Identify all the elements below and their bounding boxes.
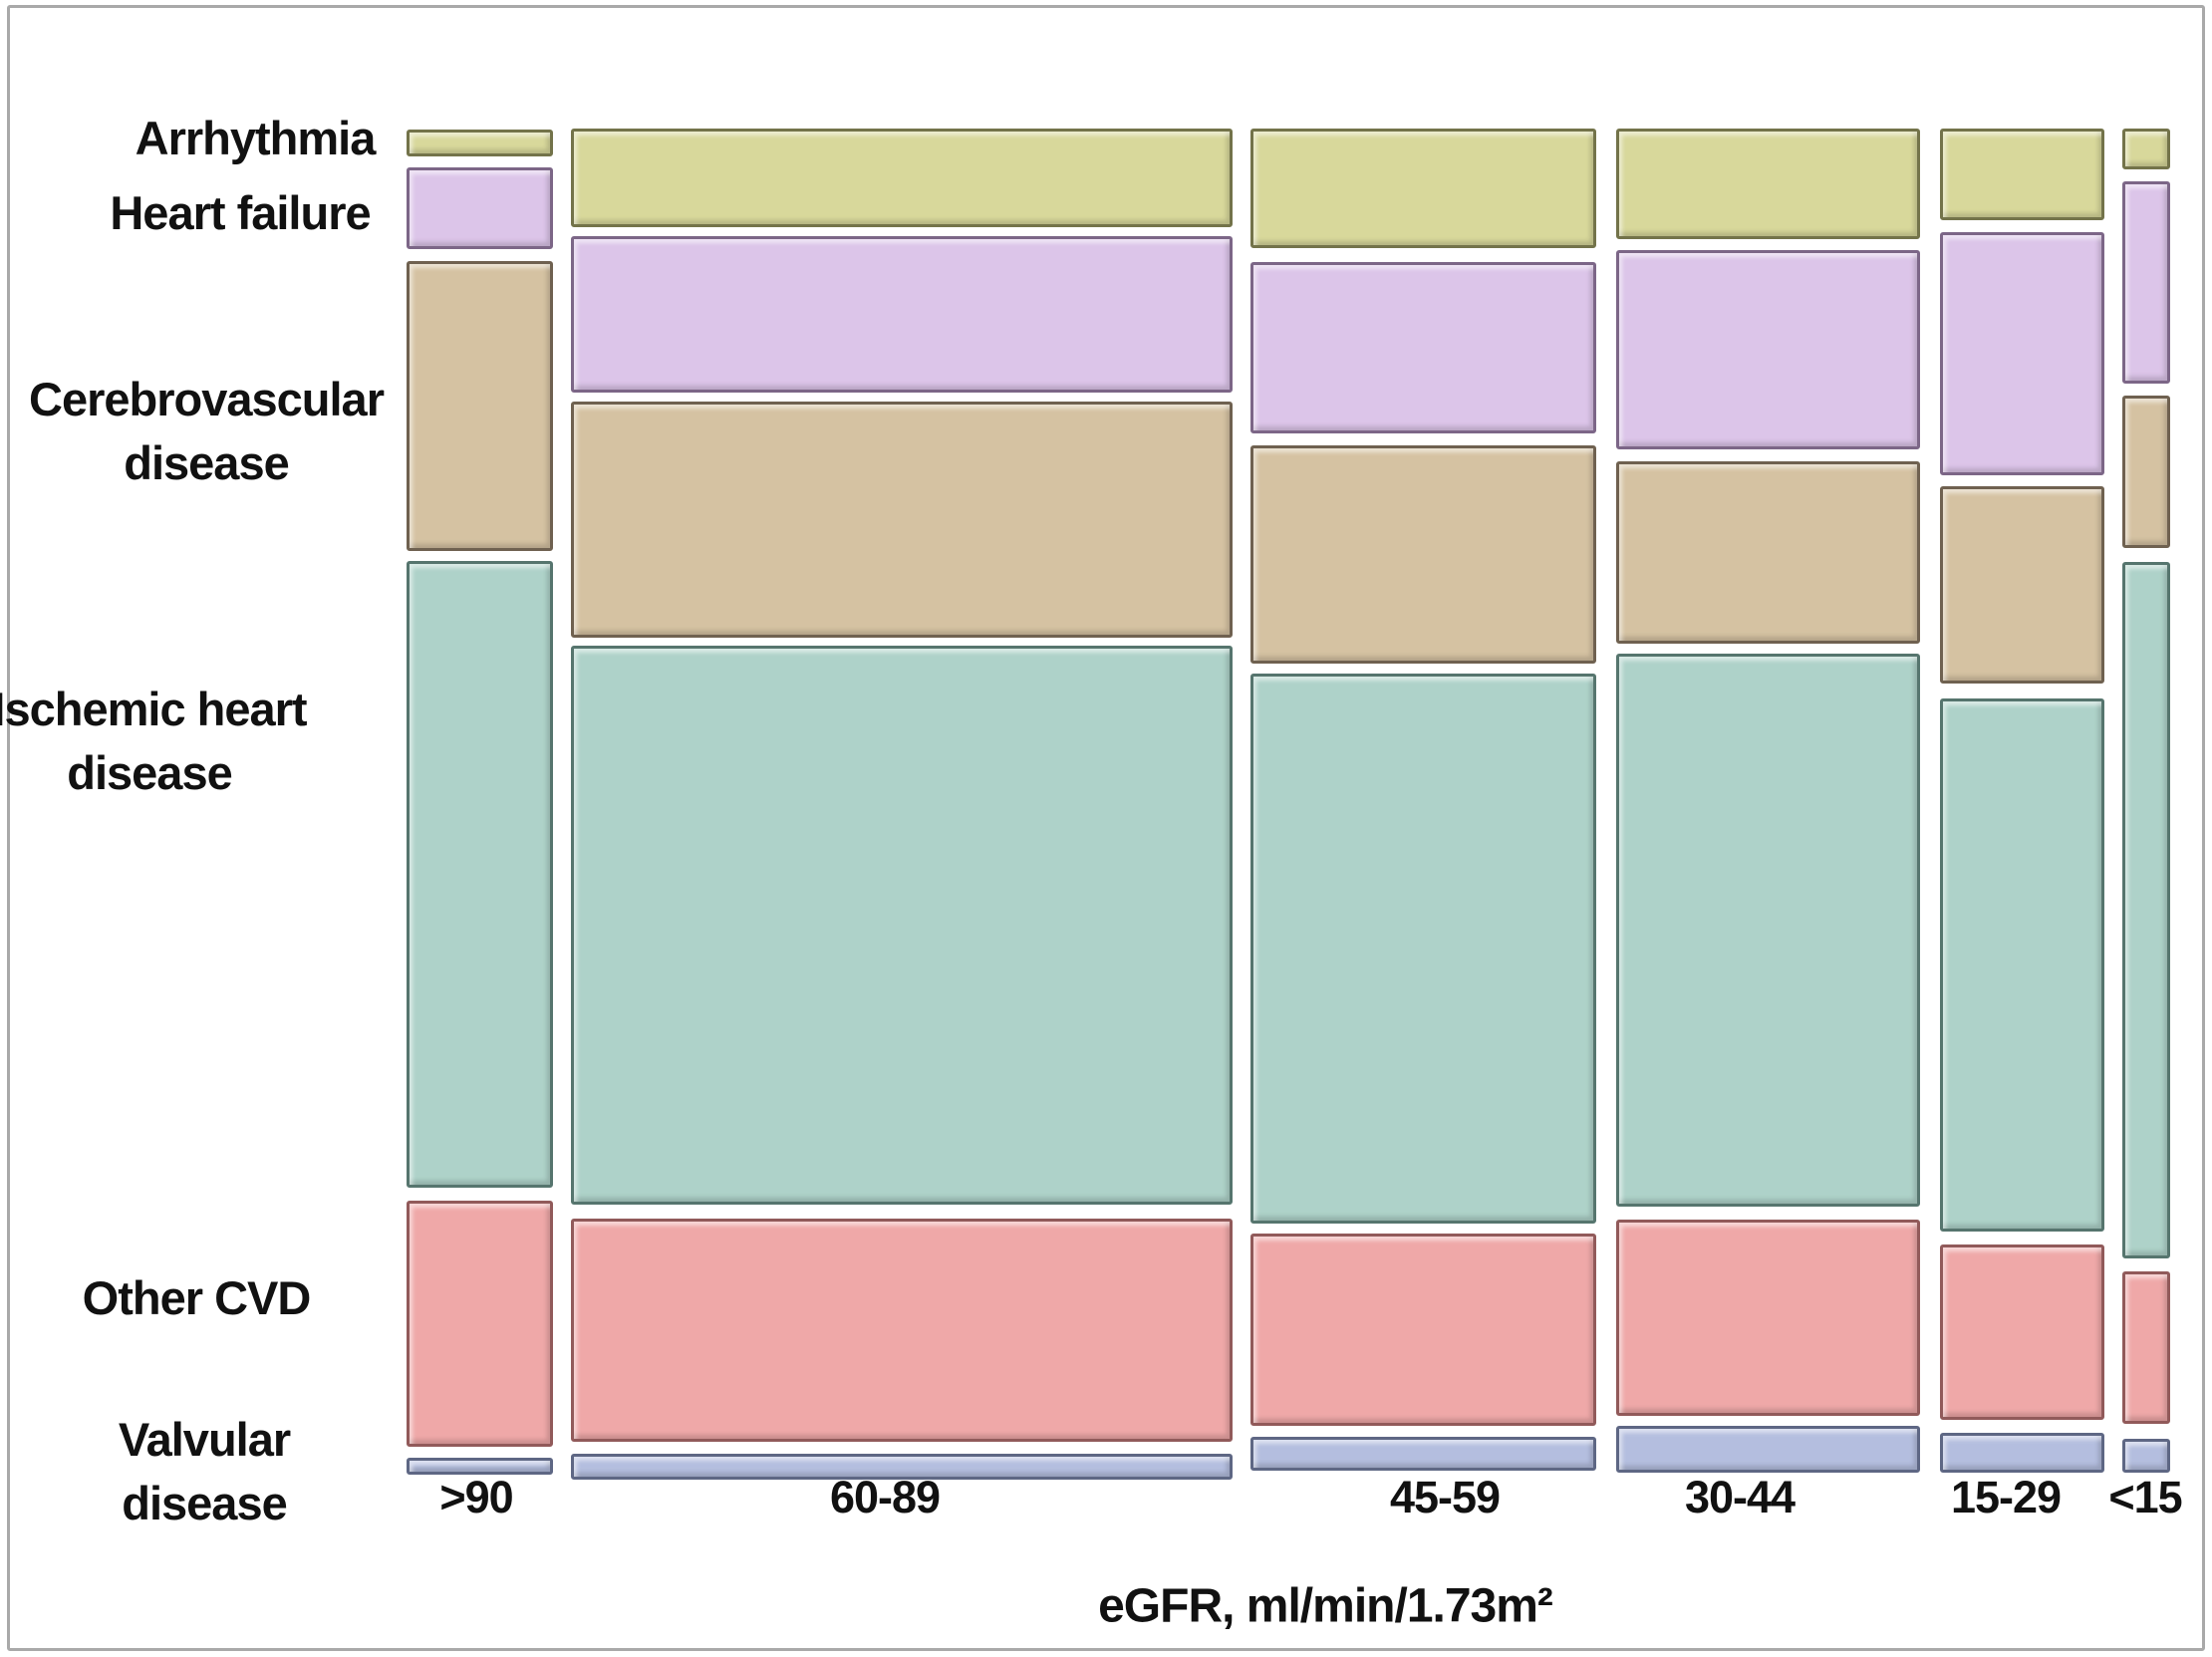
mosaic-cell-6089-valvular-disease bbox=[571, 1454, 1233, 1480]
x-tick-label-15: <15 bbox=[2108, 1472, 2182, 1522]
mosaic-cell-6089-cerebrovascular-disease bbox=[571, 402, 1233, 638]
mosaic-cell-4559-arrhythmia bbox=[1250, 129, 1596, 248]
x-axis-title: eGFR, ml/min/1.73m² bbox=[1098, 1579, 1553, 1633]
row-label-ischemic-heart: Ischemic heart disease bbox=[0, 683, 308, 799]
row-label-cerebrovascular: Cerebrovascular disease bbox=[29, 373, 385, 489]
x-tick-label-3044: 30-44 bbox=[1684, 1472, 1796, 1522]
row-label-heart-failure: Heart failure bbox=[110, 186, 371, 239]
mosaic-cell-3044-valvular-disease bbox=[1616, 1426, 1920, 1473]
mosaic-cell-15-ischemic-heart-disease bbox=[2122, 562, 2170, 1258]
mosaic-cell-4559-valvular-disease bbox=[1250, 1437, 1596, 1471]
mosaic-cell-3044-other-cvd bbox=[1616, 1220, 1920, 1416]
mosaic-cell-1529-other-cvd bbox=[1940, 1244, 2104, 1420]
mosaic-cell-6089-other-cvd bbox=[571, 1219, 1233, 1442]
mosaic-cell-90-heart-failure bbox=[407, 167, 553, 249]
mosaic-cell-15-other-cvd bbox=[2122, 1271, 2170, 1424]
mosaic-cell-90-cerebrovascular-disease bbox=[407, 261, 553, 551]
mosaic-cell-1529-arrhythmia bbox=[1940, 129, 2104, 220]
row-label-arrhythmia: Arrhythmia bbox=[135, 112, 377, 164]
mosaic-cell-90-arrhythmia bbox=[407, 130, 553, 156]
mosaic-cell-3044-heart-failure bbox=[1616, 250, 1920, 449]
mosaic-cell-1529-cerebrovascular-disease bbox=[1940, 486, 2104, 684]
x-tick-label-90: >90 bbox=[439, 1472, 513, 1522]
mosaic-cell-90-other-cvd bbox=[407, 1201, 553, 1447]
mosaic-cell-3044-ischemic-heart-disease bbox=[1616, 654, 1920, 1207]
mosaic-cell-90-valvular-disease bbox=[407, 1458, 553, 1475]
mosaic-cell-6089-arrhythmia bbox=[571, 129, 1233, 227]
mosaic-cell-1529-heart-failure bbox=[1940, 232, 2104, 475]
x-tick-label-4559: 45-59 bbox=[1389, 1472, 1501, 1522]
x-tick-label-6089: 60-89 bbox=[829, 1472, 941, 1522]
mosaic-cell-6089-heart-failure bbox=[571, 236, 1233, 393]
mosaic-cell-4559-heart-failure bbox=[1250, 262, 1596, 433]
mosaic-cell-3044-cerebrovascular-disease bbox=[1616, 461, 1920, 644]
mosaic-cell-6089-ischemic-heart-disease bbox=[571, 646, 1233, 1205]
mosaic-cell-4559-cerebrovascular-disease bbox=[1250, 445, 1596, 664]
mosaic-cell-15-valvular-disease bbox=[2122, 1439, 2170, 1473]
mosaic-cell-4559-ischemic-heart-disease bbox=[1250, 674, 1596, 1224]
mosaic-cell-4559-other-cvd bbox=[1250, 1234, 1596, 1426]
mosaic-cell-3044-arrhythmia bbox=[1616, 129, 1920, 239]
mosaic-cell-90-ischemic-heart-disease bbox=[407, 561, 553, 1188]
mosaic-cell-1529-valvular-disease bbox=[1940, 1433, 2104, 1473]
mosaic-cell-15-heart-failure bbox=[2122, 181, 2170, 384]
row-label-other-cvd: Other CVD bbox=[82, 1271, 312, 1324]
mosaic-cell-15-arrhythmia bbox=[2122, 129, 2170, 169]
mosaic-cell-1529-ischemic-heart-disease bbox=[1940, 698, 2104, 1232]
x-tick-label-1529: 15-29 bbox=[1950, 1472, 2062, 1522]
row-label-valvular: Valvular disease bbox=[118, 1413, 291, 1529]
mosaic-cell-15-cerebrovascular-disease bbox=[2122, 396, 2170, 548]
